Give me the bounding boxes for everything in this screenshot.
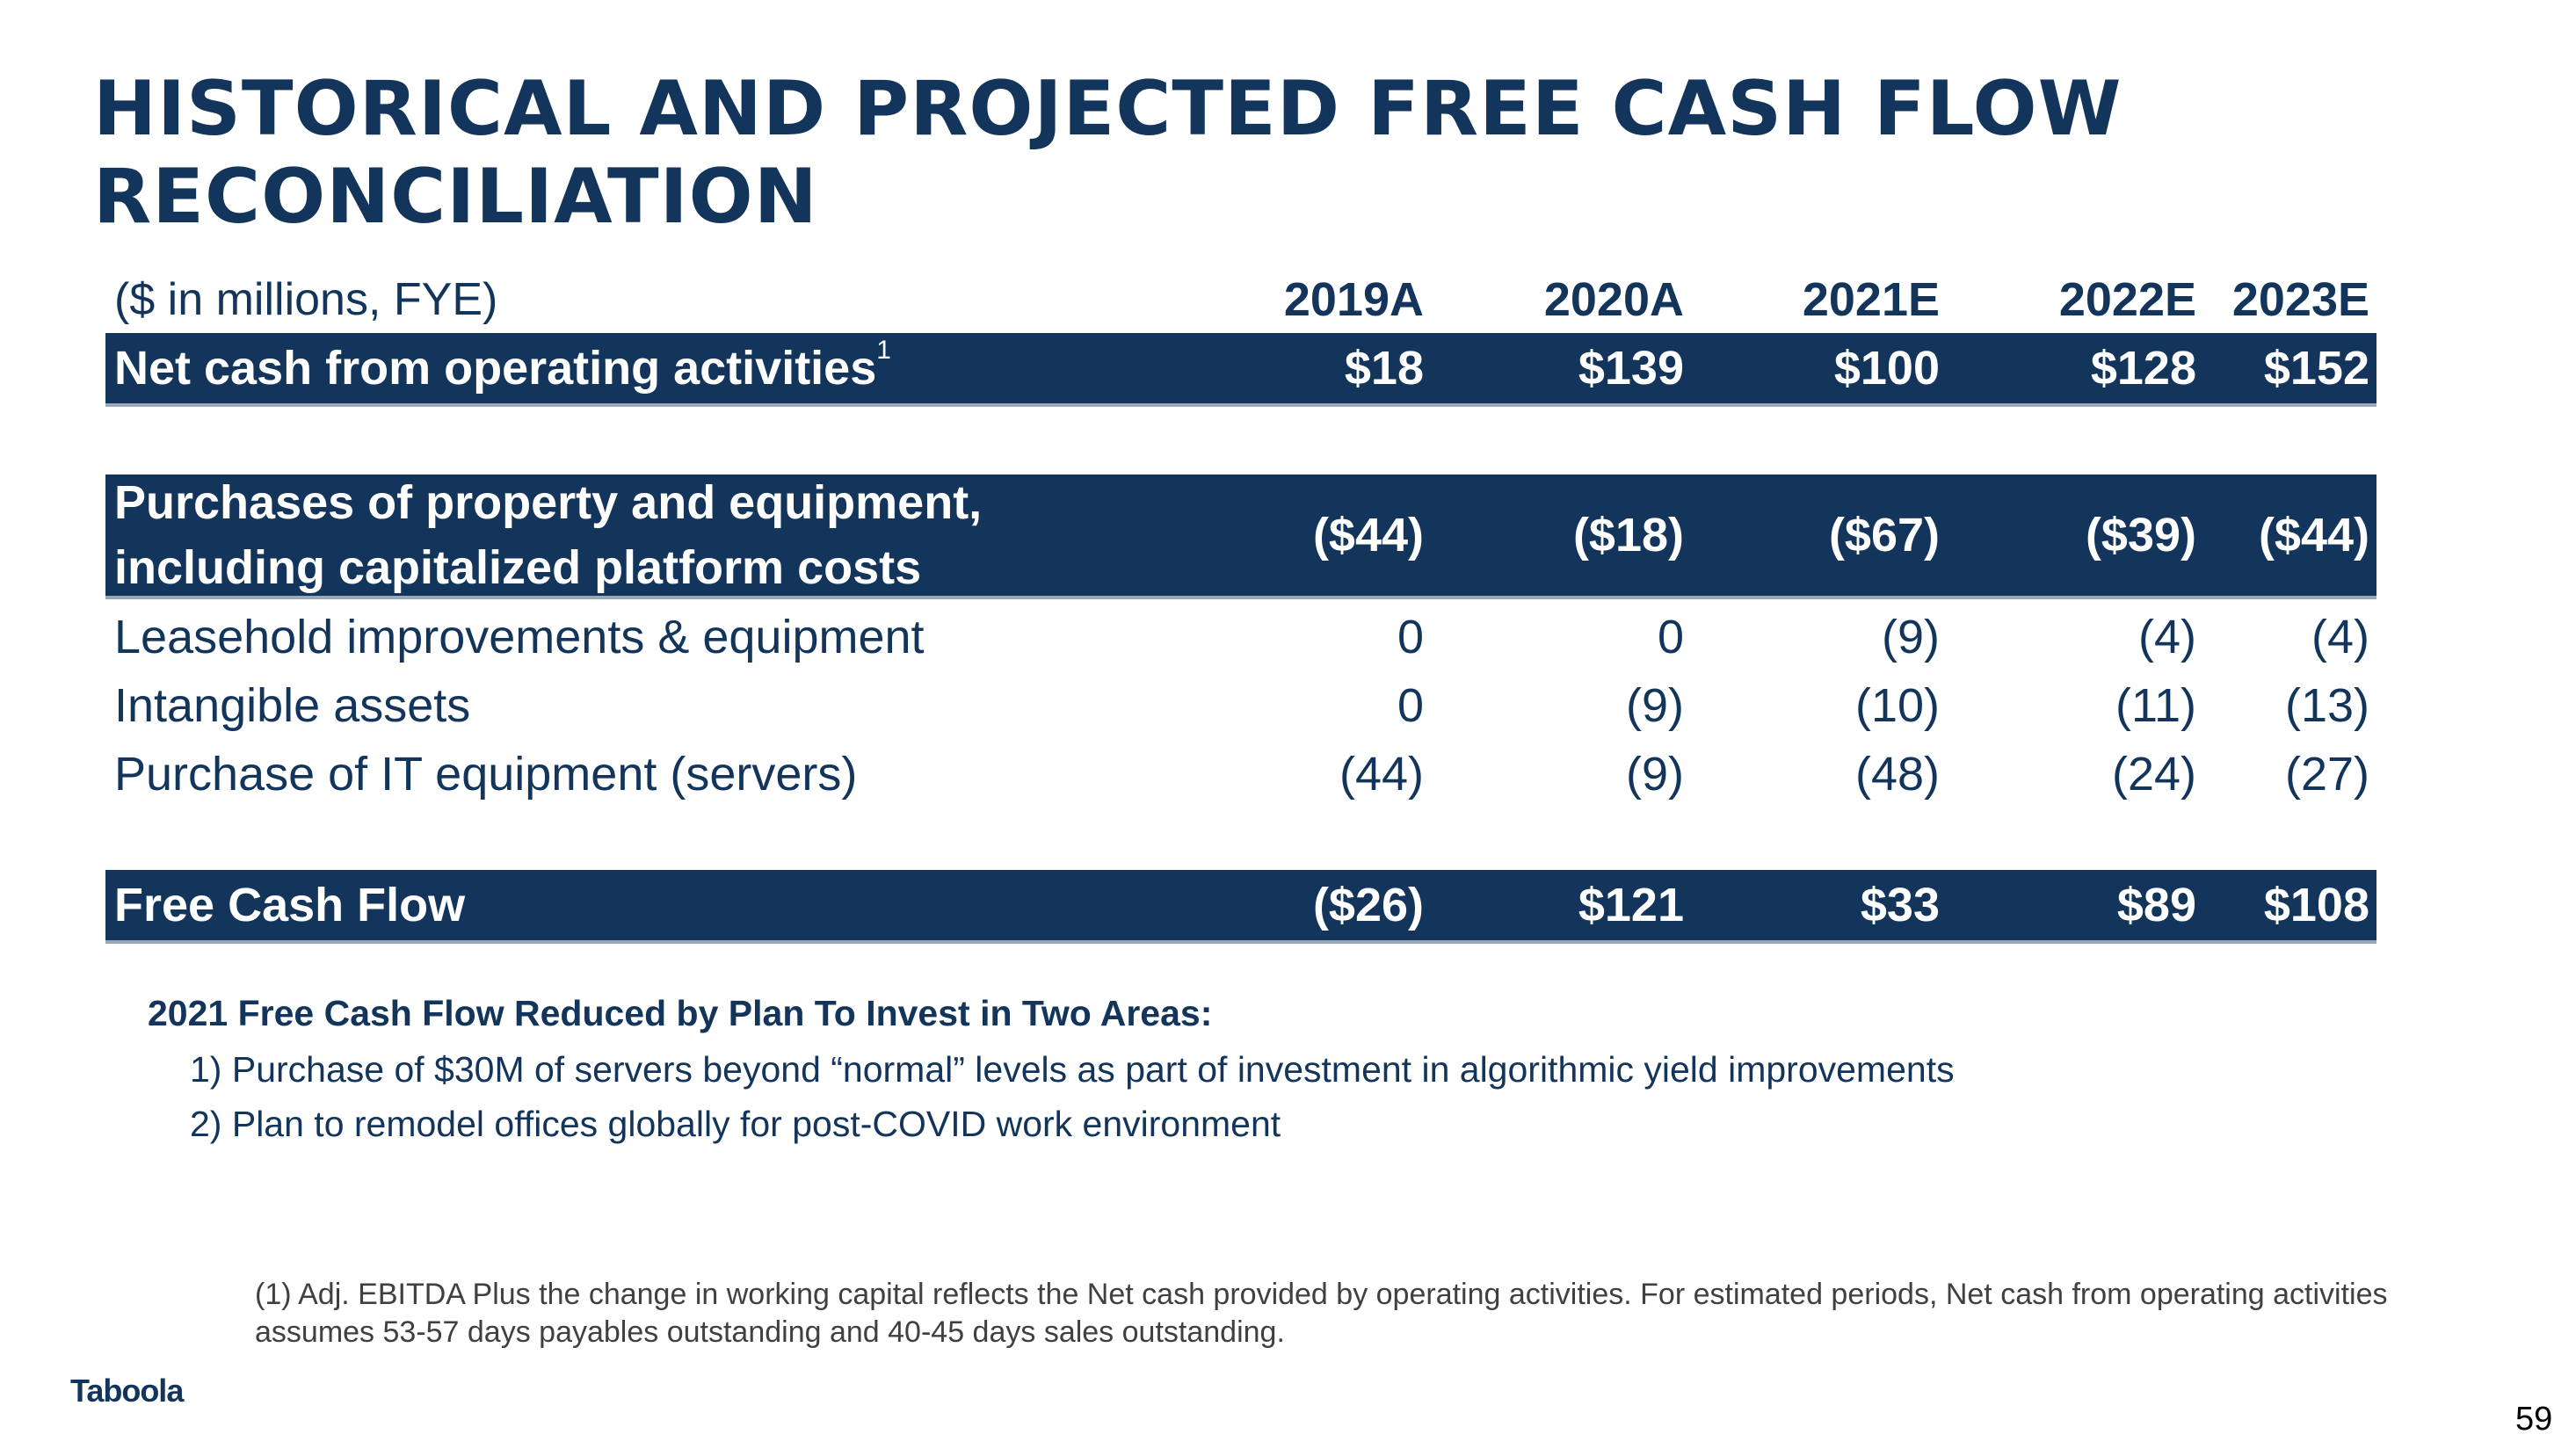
note-item: 1) Purchase of $30M of servers beyond “n… (190, 1049, 1955, 1090)
notes-heading: 2021 Free Cash Flow Reduced by Plan To I… (148, 993, 1213, 1033)
row-label: Purchases of property and equipment, inc… (105, 470, 1186, 600)
table-cell: (27) (2284, 748, 2369, 801)
table-cell: (4) (2138, 611, 2196, 663)
row-label: Leasehold improvements & equipment (114, 611, 925, 663)
table-cell: ($18) (1572, 509, 1684, 561)
table-cell: 0 (1397, 611, 1424, 663)
footnote: (1) Adj. EBITDA Plus the change in worki… (255, 1278, 2388, 1349)
year-header: 2019A (1283, 273, 1424, 326)
row-label-line: Purchases of property and equipment, (114, 476, 983, 529)
table-cell: (13) (2284, 679, 2369, 732)
free-cash-flow-row: Free Cash Flow ($26) $121 $33 $89 $108 (105, 870, 2376, 944)
operating-cash-row: Net cash from operating activities1 $18 … (105, 333, 2376, 407)
table-cell: $18 (1344, 342, 1424, 395)
table-cell: $108 (2263, 879, 2369, 931)
row-label: Intangible assets (114, 679, 471, 732)
leasehold-row: Leasehold improvements & equipment 0 0 (… (105, 603, 2376, 671)
table-cell: (24) (2111, 748, 2196, 801)
table-cell: $100 (1833, 342, 1940, 395)
row-label-line: including capitalized platform costs (114, 541, 922, 594)
table-cell: (11) (2115, 679, 2196, 732)
table-cell: (9) (1626, 679, 1684, 732)
table-header-row: ($ in millions, FYE) 2019A 2020A 2021E 2… (105, 268, 2376, 331)
table-cell: $128 (2090, 342, 2196, 395)
year-header: 2021E (1802, 273, 1940, 326)
table-cell: $152 (2263, 342, 2369, 395)
table-cell: (10) (1854, 679, 1940, 732)
year-header: 2022E (2058, 273, 2196, 326)
row-label: Free Cash Flow (114, 879, 466, 931)
table-cell: ($44) (2258, 509, 2369, 561)
year-header: 2020A (1543, 273, 1684, 326)
page-number: 59 (2515, 1401, 2553, 1438)
row-label: Purchase of IT equipment (servers) (114, 748, 858, 801)
table-cell: ($26) (1312, 879, 1424, 931)
table-cell: $89 (2116, 879, 2196, 931)
table-cell: $33 (1860, 879, 1940, 931)
table-cell: ($44) (1312, 509, 1424, 561)
table-cell: 0 (1397, 679, 1424, 732)
page-title: HISTORICAL AND PROJECTED FREE CASH FLOW … (93, 65, 2122, 241)
year-header: 2023E (2231, 273, 2369, 326)
table-cell: (48) (1854, 748, 1940, 801)
table-cell: $121 (1578, 879, 1684, 931)
table-cell: (9) (1882, 611, 1940, 663)
capex-row: Purchases of property and equipment, inc… (105, 475, 2376, 599)
note-item: 2) Plan to remodel offices globally for … (190, 1104, 1281, 1144)
table-cell: (9) (1626, 748, 1684, 801)
table-cell: 0 (1657, 611, 1684, 663)
row-label: Net cash from operating activities1 (114, 336, 891, 395)
footnote-mark: 1 (876, 336, 891, 365)
it-equipment-row: Purchase of IT equipment (servers) (44) … (105, 740, 2376, 808)
unit-label: ($ in millions, FYE) (114, 274, 498, 325)
table-cell: ($39) (2085, 509, 2196, 561)
table-cell: $139 (1578, 342, 1684, 395)
table-cell: ($67) (1828, 509, 1940, 561)
table-cell: (4) (2311, 611, 2369, 663)
taboola-logo: Taboola (70, 1373, 184, 1409)
table-cell: (44) (1339, 748, 1424, 801)
intangible-assets-row: Intangible assets 0 (9) (10) (11) (13) (105, 671, 2376, 740)
